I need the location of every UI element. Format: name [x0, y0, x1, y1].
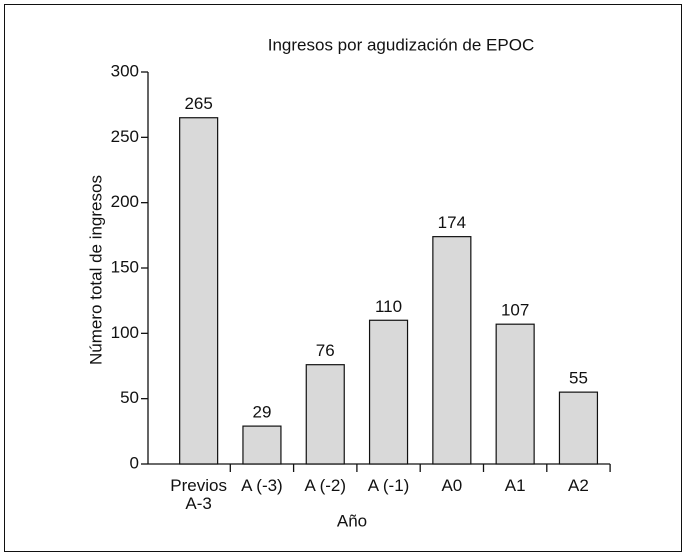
value-label: 55 [569, 369, 588, 388]
bar [305, 364, 345, 465]
bar [432, 236, 472, 465]
y-tick-label: 300 [111, 61, 139, 80]
y-tick-label: 200 [111, 192, 139, 211]
x-tick-label: A0 [441, 476, 463, 495]
bar [179, 117, 219, 465]
y-tick-label: 250 [111, 127, 139, 146]
x-tick-label: Previos A-3 [170, 476, 227, 513]
y-tick-label: 50 [120, 388, 139, 407]
chart-title: Ingresos por agudización de EPOC [268, 35, 535, 54]
x-tick-label: A (-2) [304, 476, 347, 495]
value-label: 265 [184, 94, 212, 113]
x-tick-label: A (-3) [241, 476, 283, 495]
bar [558, 391, 599, 465]
value-label: 110 [375, 297, 402, 316]
value-label: 76 [316, 341, 335, 360]
x-axis-label: Año [337, 511, 367, 530]
bar [368, 319, 409, 465]
frame [4, 4, 682, 552]
y-tick-label: 100 [111, 323, 139, 342]
value-label: 107 [501, 301, 529, 320]
bar [242, 425, 282, 465]
x-tick-label: A1 [504, 476, 526, 495]
x-tick-label: A (-1) [367, 476, 410, 495]
x-tick-label: A2 [568, 476, 589, 495]
y-tick-label: 0 [130, 453, 139, 472]
value-label: 29 [252, 403, 271, 422]
bar [495, 323, 535, 465]
y-axis-label: Número total de ingresos [86, 175, 105, 365]
y-tick-label: 150 [111, 257, 139, 276]
value-label: 174 [438, 213, 466, 232]
